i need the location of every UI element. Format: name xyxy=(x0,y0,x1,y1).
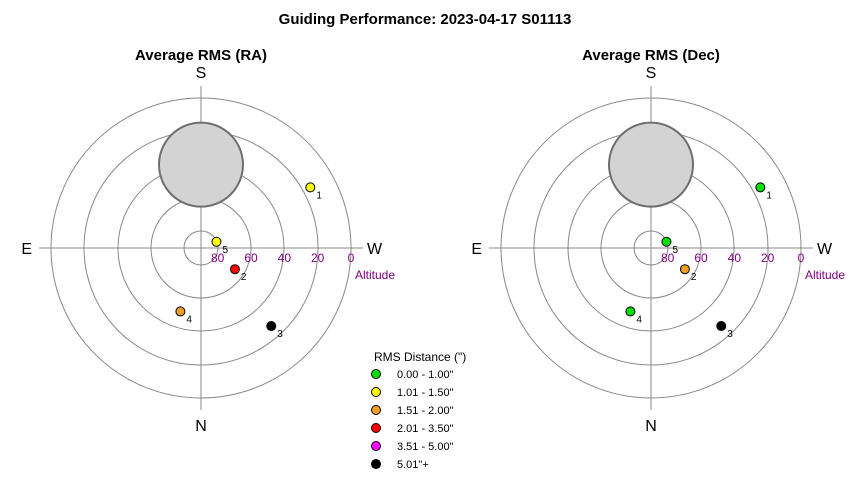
data-point-3 xyxy=(716,321,727,332)
data-point-label: 1 xyxy=(316,190,322,201)
legend-item-label: 1.01 - 1.50" xyxy=(397,387,454,399)
altitude-tick-label: 40 xyxy=(728,251,742,265)
moon-disc xyxy=(608,121,694,208)
altitude-axis-label: Altitude xyxy=(355,268,395,282)
legend-swatch xyxy=(371,405,381,415)
legend-item-label: 5.01"+ xyxy=(397,459,429,471)
altitude-tick-label: 0 xyxy=(798,251,805,265)
panel-title: Average RMS (Dec) xyxy=(582,47,720,64)
compass-bottom: N xyxy=(645,418,657,435)
data-point-label: 2 xyxy=(691,272,697,283)
compass-left: E xyxy=(21,241,32,258)
data-point-label: 5 xyxy=(672,245,678,256)
altitude-tick-label: 20 xyxy=(761,251,775,265)
altitude-axis-label: Altitude xyxy=(805,268,845,282)
altitude-tick-label: 0 xyxy=(348,251,355,265)
data-point-2 xyxy=(229,264,240,275)
legend: RMS Distance (") 0.00 - 1.00" 1.01 - 1.50"… xyxy=(371,350,466,471)
altitude-ring xyxy=(183,230,219,266)
legend-swatch xyxy=(371,387,381,397)
compass-left: E xyxy=(471,241,482,258)
altitude-tick-label: 60 xyxy=(244,251,258,265)
data-point-4 xyxy=(175,306,186,317)
altitude-tick-label: 20 xyxy=(311,251,325,265)
data-point-5 xyxy=(211,236,222,247)
data-point-1 xyxy=(755,182,766,193)
compass-right: W xyxy=(367,241,383,258)
data-point-label: 5 xyxy=(222,245,228,256)
legend-item-label: 2.01 - 3.50" xyxy=(397,423,454,435)
data-point-label: 4 xyxy=(186,314,192,325)
altitude-ring xyxy=(500,97,802,399)
legend-swatch xyxy=(371,441,381,451)
data-point-label: 4 xyxy=(636,314,642,325)
compass-top: S xyxy=(196,65,207,82)
legend-swatch xyxy=(371,423,381,433)
data-point-label: 1 xyxy=(766,190,772,201)
compass-bottom: N xyxy=(195,418,207,435)
data-point-5 xyxy=(661,236,672,247)
legend-title: RMS Distance (") xyxy=(374,350,466,364)
data-point-1 xyxy=(305,182,316,193)
altitude-ring xyxy=(633,230,669,266)
altitude-ring xyxy=(50,97,352,399)
legend-item-label: 1.51 - 2.00" xyxy=(397,405,454,417)
altitude-tick-label: 80 xyxy=(211,251,225,265)
altitude-tick-label: 80 xyxy=(661,251,675,265)
data-point-4 xyxy=(625,306,636,317)
legend-swatch xyxy=(371,369,381,379)
data-point-label: 3 xyxy=(727,329,733,340)
data-point-label: 3 xyxy=(277,329,283,340)
figure-title: Guiding Performance: 2023-04-17 S01113 xyxy=(279,11,572,28)
legend-item-label: 3.51 - 5.00" xyxy=(397,441,454,453)
moon-disc xyxy=(158,121,244,208)
altitude-tick-label: 60 xyxy=(694,251,708,265)
legend-item-label: 0.00 - 1.00" xyxy=(397,369,454,381)
data-point-2 xyxy=(679,264,690,275)
panel-title: Average RMS (RA) xyxy=(135,47,267,64)
compass-right: W xyxy=(817,241,833,258)
legend-swatch xyxy=(371,459,381,469)
compass-top: S xyxy=(646,65,657,82)
panels-layer: Average RMS (RA)SNE W80 60 40 20 0Altitude123… xyxy=(21,47,845,435)
altitude-tick-label: 40 xyxy=(278,251,292,265)
data-point-label: 2 xyxy=(241,272,247,283)
data-point-3 xyxy=(266,321,277,332)
